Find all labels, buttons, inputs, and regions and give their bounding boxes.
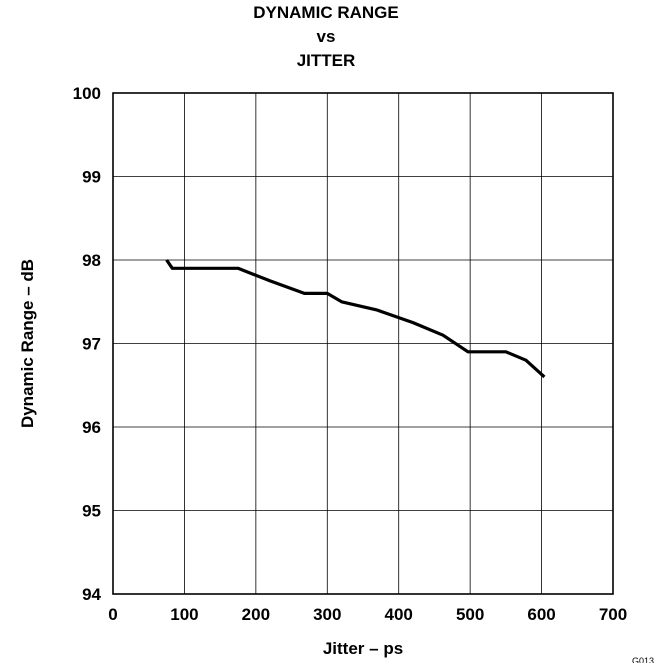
x-tick-label: 500 bbox=[456, 605, 484, 624]
x-tick-label: 600 bbox=[527, 605, 555, 624]
series-line bbox=[165, 259, 546, 379]
x-tick-label: 100 bbox=[170, 605, 198, 624]
y-axis-label: Dynamic Range – dB bbox=[18, 259, 37, 428]
y-tick-label: 98 bbox=[82, 251, 101, 270]
series-group bbox=[165, 259, 546, 379]
figure-id: G013 bbox=[632, 656, 654, 663]
x-tick-label: 0 bbox=[108, 605, 117, 624]
y-tick-label: 96 bbox=[82, 418, 101, 437]
chart-title: DYNAMIC RANGE vs JITTER bbox=[253, 3, 398, 70]
y-tick-label: 94 bbox=[82, 585, 101, 604]
y-tick-label: 97 bbox=[82, 335, 101, 354]
plot-frame bbox=[112, 92, 614, 595]
chart-title-line: JITTER bbox=[297, 51, 356, 70]
y-tick-label: 100 bbox=[73, 84, 101, 103]
x-tick-label: 200 bbox=[242, 605, 270, 624]
x-axis-label: Jitter – ps bbox=[323, 639, 403, 658]
y-tick-label: 99 bbox=[82, 168, 101, 187]
y-tick-label: 95 bbox=[82, 502, 101, 521]
y-axis-ticks: 94 95 96 97 98 99 100 bbox=[73, 84, 102, 604]
grid bbox=[113, 93, 613, 594]
chart-title-line: DYNAMIC RANGE bbox=[253, 3, 398, 22]
chart-title-line: vs bbox=[317, 27, 336, 46]
x-tick-label: 400 bbox=[385, 605, 413, 624]
x-axis-ticks: 0 100 200 300 400 500 600 700 bbox=[108, 605, 627, 624]
x-tick-label: 700 bbox=[599, 605, 627, 624]
x-tick-label: 300 bbox=[313, 605, 341, 624]
